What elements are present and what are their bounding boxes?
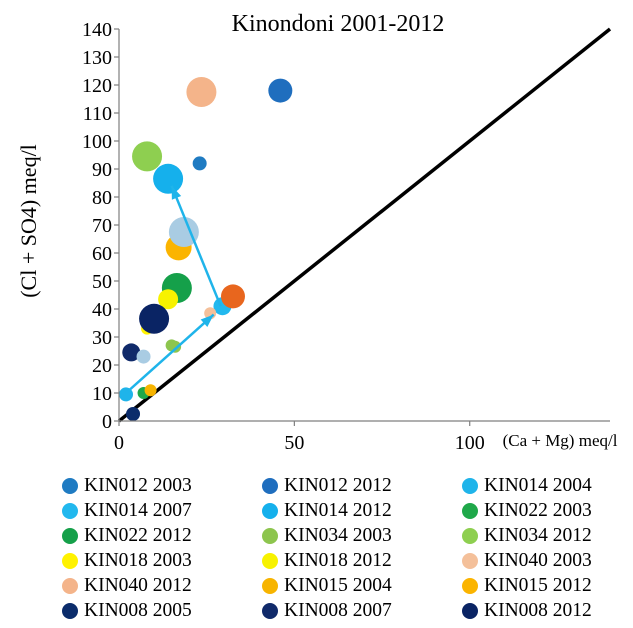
arrow-head-0 <box>200 314 214 327</box>
legend-label: KIN022 2003 <box>484 499 592 521</box>
legend-swatch <box>262 552 278 569</box>
reference-line <box>117 27 612 423</box>
legend-label: KIN008 2012 <box>484 599 592 621</box>
legend-label: KIN012 2012 <box>284 474 392 496</box>
legend-label: KIN034 2003 <box>284 524 392 546</box>
legend-swatch <box>262 527 278 544</box>
legend-item: KIN040 2012 <box>62 574 262 597</box>
legend-swatch <box>62 477 78 494</box>
legend-label: KIN018 2003 <box>84 549 192 571</box>
y-tick-label: 100 <box>82 131 112 153</box>
arrow-1 <box>170 185 222 307</box>
y-tick-label: 20 <box>92 355 112 377</box>
legend-label: KIN014 2007 <box>84 499 192 521</box>
legend-item: KIN034 2003 <box>262 524 462 547</box>
legend-label: KIN040 2003 <box>484 549 592 571</box>
y-tick-label: 90 <box>92 159 112 181</box>
data-point-20-0 <box>220 284 245 309</box>
arrow-0 <box>125 313 215 394</box>
legend-item: KIN014 2007 <box>62 499 262 522</box>
y-tick-label: 130 <box>82 47 112 69</box>
y-tick-label: 140 <box>82 19 112 41</box>
data-point-10-0 <box>158 289 179 310</box>
x-tick-label: 50 <box>284 432 304 454</box>
legend-item: KIN008 2005 <box>62 599 262 622</box>
legend-label: KIN040 2012 <box>84 574 192 596</box>
data-point-12-0 <box>186 77 217 107</box>
y-tick-label: 50 <box>92 271 112 293</box>
legend-label: KIN008 2007 <box>284 599 392 621</box>
data-point-17-0 <box>139 303 170 334</box>
x-axis-label: (Ca + Mg) meq/l <box>503 431 618 450</box>
data-point-18-0 <box>168 217 199 247</box>
legend-item: KIN022 2003 <box>462 499 632 522</box>
y-tick-label: 120 <box>82 75 112 97</box>
legend-swatch <box>462 552 478 569</box>
legend-item: KIN014 2004 <box>462 474 632 497</box>
legend-label: KIN015 2012 <box>484 574 592 596</box>
x-tick-label: 0 <box>114 432 124 454</box>
y-tick-label: 40 <box>92 299 112 321</box>
legend-item: KIN008 2012 <box>462 599 632 622</box>
legend-item: KIN018 2012 <box>262 549 462 572</box>
legend-item: KIN034 2012 <box>462 524 632 547</box>
chart-title: Kinondoni 2001-2012 <box>232 11 445 37</box>
scatter-plot: Kinondoni 2001-2012 (Cl + SO4) meq/l (Ca… <box>16 11 618 454</box>
legend-label: KIN015 2004 <box>284 574 392 596</box>
legend-item: KIN014 2012 <box>262 499 462 522</box>
legend-item: KIN008 2007 <box>262 599 462 622</box>
legend-swatch <box>62 502 78 519</box>
data-point-15-0 <box>126 407 141 421</box>
legend-swatch <box>462 502 478 519</box>
legend-swatch <box>62 527 78 544</box>
arrow-head-1 <box>171 185 182 200</box>
data-point-1-0 <box>268 78 293 103</box>
data-point-18-1 <box>136 349 151 364</box>
y-tick-label: 60 <box>92 243 112 265</box>
legend-swatch <box>462 477 478 494</box>
data-point-8-0 <box>132 141 163 172</box>
data-point-16-0 <box>122 343 141 362</box>
y-tick-label: 80 <box>92 187 112 209</box>
y-tick-label: 70 <box>92 215 112 237</box>
legend-swatch <box>462 602 478 619</box>
legend-label: KIN014 2012 <box>284 499 392 521</box>
legend-swatch <box>62 552 78 569</box>
legend-item: KIN012 2003 <box>62 474 262 497</box>
y-tick-label: 10 <box>92 383 112 405</box>
legend-item: KIN012 2012 <box>262 474 462 497</box>
legend-item: KIN015 2004 <box>262 574 462 597</box>
legend-swatch <box>262 577 278 594</box>
legend-item: KIN018 2003 <box>62 549 262 572</box>
legend-swatch <box>262 502 278 519</box>
legend-swatch <box>62 577 78 594</box>
data-point-0-0 <box>192 156 207 171</box>
y-axis-label: (Cl + SO4) meq/l <box>16 144 41 298</box>
legend-swatch <box>462 527 478 544</box>
legend-label: KIN022 2012 <box>84 524 192 546</box>
data-point-4-0 <box>153 163 184 194</box>
legend-item: KIN022 2012 <box>62 524 262 547</box>
legend-label: KIN034 2012 <box>484 524 592 546</box>
legend-label: KIN012 2003 <box>84 474 192 496</box>
legend-label: KIN018 2012 <box>284 549 392 571</box>
y-tick-label: 30 <box>92 327 112 349</box>
legend-swatch <box>462 577 478 594</box>
legend-label: KIN014 2004 <box>484 474 592 496</box>
data-point-13-0 <box>144 384 157 397</box>
y-tick-label: 0 <box>102 411 112 433</box>
legend-item: KIN015 2012 <box>462 574 632 597</box>
legend-swatch <box>62 602 78 619</box>
legend: KIN012 2003 KIN012 2012 KIN014 2004 KIN014 … <box>62 474 632 622</box>
legend-item: KIN040 2003 <box>462 549 632 572</box>
legend-swatch <box>262 477 278 494</box>
y-tick-label: 110 <box>83 103 112 125</box>
data-point-19-0 <box>169 340 182 353</box>
x-tick-label: 100 <box>455 432 485 454</box>
legend-label: KIN008 2005 <box>84 599 192 621</box>
legend-swatch <box>262 602 278 619</box>
